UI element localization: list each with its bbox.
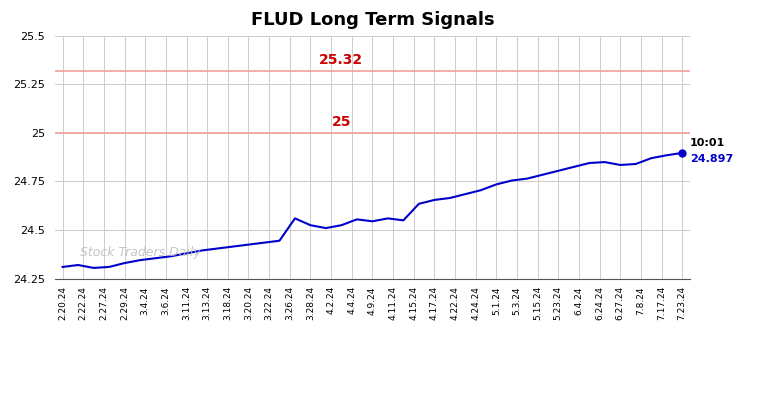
- Text: 25.32: 25.32: [319, 53, 364, 67]
- Text: 10:01: 10:01: [690, 138, 725, 148]
- Text: Stock Traders Daily: Stock Traders Daily: [80, 246, 201, 259]
- Text: 24.897: 24.897: [690, 154, 733, 164]
- Text: 25: 25: [332, 115, 351, 129]
- Title: FLUD Long Term Signals: FLUD Long Term Signals: [251, 11, 494, 29]
- Point: [676, 150, 688, 156]
